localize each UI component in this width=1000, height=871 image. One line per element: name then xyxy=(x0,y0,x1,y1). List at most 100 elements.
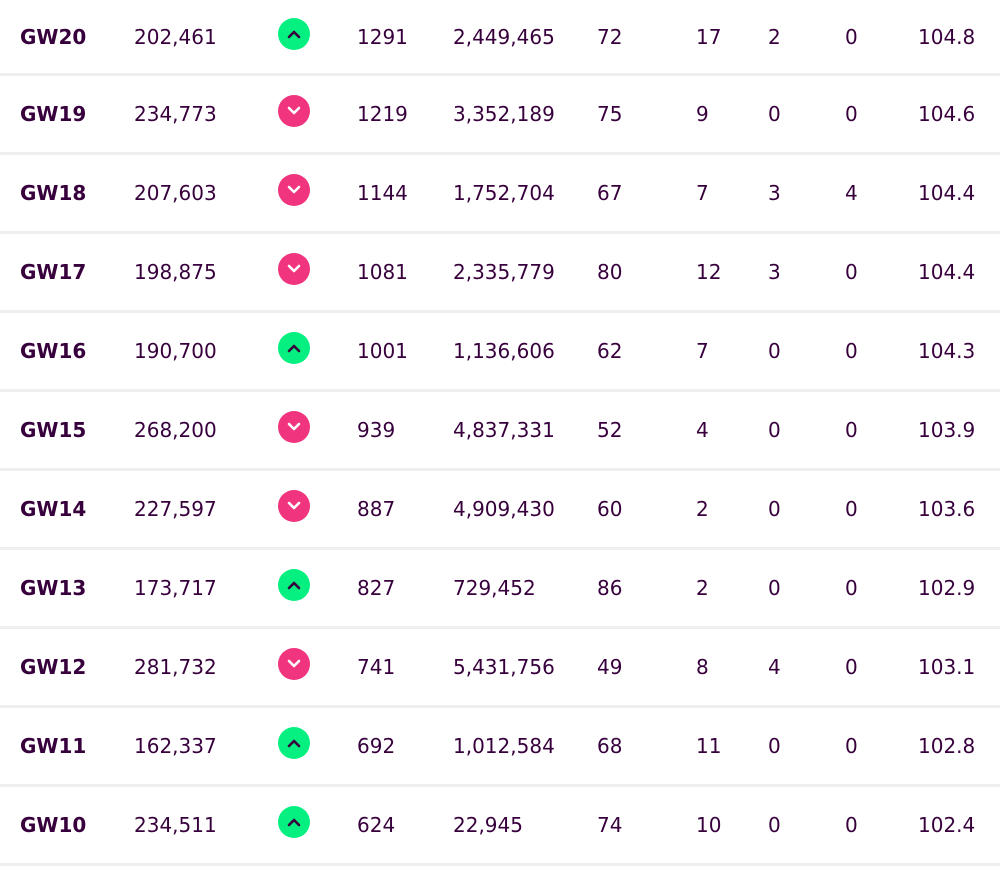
points-cell: 207,603 xyxy=(134,181,217,205)
transfer-cost-cell: 0 xyxy=(768,734,781,758)
rank-cell: 1,136,606 xyxy=(453,339,555,363)
gameweek-cell[interactable]: GW13 xyxy=(20,576,87,600)
rank-cell: 2,335,779 xyxy=(453,260,555,284)
transfers-cell: 4 xyxy=(696,418,709,442)
hits-cell: 0 xyxy=(845,497,858,521)
rank-cell: 3,352,189 xyxy=(453,102,555,126)
gameweek-cell[interactable]: GW19 xyxy=(20,102,87,126)
table-row: GW15 268,200 939 4,837,331 52 4 0 0 103.… xyxy=(0,392,1000,471)
chevron-down-icon xyxy=(278,253,310,285)
total-points-cell: 1081 xyxy=(357,260,408,284)
movement-cell xyxy=(278,76,310,152)
chevron-up-icon xyxy=(278,727,310,759)
points-cell: 281,732 xyxy=(134,655,217,679)
bench-points-cell: 74 xyxy=(597,813,623,837)
movement-cell xyxy=(278,234,310,310)
gameweek-cell[interactable]: GW18 xyxy=(20,181,87,205)
transfer-cost-cell: 0 xyxy=(768,576,781,600)
bench-points-cell: 80 xyxy=(597,260,623,284)
gameweek-cell[interactable]: GW17 xyxy=(20,260,87,284)
table-row: GW14 227,597 887 4,909,430 60 2 0 0 103.… xyxy=(0,471,1000,550)
team-value-cell: 103.9 xyxy=(918,418,976,442)
points-cell: 162,337 xyxy=(134,734,217,758)
hits-cell: 0 xyxy=(845,734,858,758)
total-points-cell: 887 xyxy=(357,497,396,521)
points-cell: 268,200 xyxy=(134,418,217,442)
total-points-cell: 1219 xyxy=(357,102,408,126)
points-cell: 173,717 xyxy=(134,576,217,600)
chevron-down-icon xyxy=(278,174,310,206)
transfer-cost-cell: 0 xyxy=(768,497,781,521)
bench-points-cell: 52 xyxy=(597,418,623,442)
table-row: GW19 234,773 1219 3,352,189 75 9 0 0 104… xyxy=(0,76,1000,155)
team-value-cell: 104.8 xyxy=(918,24,976,49)
total-points-cell: 624 xyxy=(357,813,396,837)
hits-cell: 0 xyxy=(845,418,858,442)
hits-cell: 0 xyxy=(845,260,858,284)
table-row: GW18 207,603 1144 1,752,704 67 7 3 4 104… xyxy=(0,155,1000,234)
transfer-cost-cell: 2 xyxy=(768,24,781,49)
chevron-up-icon xyxy=(278,806,310,838)
rank-cell: 5,431,756 xyxy=(453,655,555,679)
movement-cell xyxy=(278,550,310,626)
table-row: GW11 162,337 692 1,012,584 68 11 0 0 102… xyxy=(0,708,1000,787)
team-value-cell: 103.1 xyxy=(918,655,976,679)
rank-cell: 4,837,331 xyxy=(453,418,555,442)
gameweek-cell[interactable]: GW11 xyxy=(20,734,87,758)
table-row: GW12 281,732 741 5,431,756 49 8 4 0 103.… xyxy=(0,629,1000,708)
bench-points-cell: 68 xyxy=(597,734,623,758)
team-value-cell: 102.9 xyxy=(918,576,976,600)
movement-cell xyxy=(278,471,310,547)
gameweek-cell[interactable]: GW10 xyxy=(20,813,87,837)
chevron-up-icon xyxy=(278,17,310,50)
team-value-cell: 104.6 xyxy=(918,102,976,126)
total-points-cell: 1144 xyxy=(357,181,408,205)
transfers-cell: 12 xyxy=(696,260,722,284)
total-points-cell: 939 xyxy=(357,418,396,442)
bench-points-cell: 62 xyxy=(597,339,623,363)
bench-points-cell: 67 xyxy=(597,181,623,205)
points-cell: 190,700 xyxy=(134,339,217,363)
gameweek-cell[interactable]: GW16 xyxy=(20,339,87,363)
team-value-cell: 104.3 xyxy=(918,339,976,363)
total-points-cell: 1001 xyxy=(357,339,408,363)
total-points-cell: 827 xyxy=(357,576,396,600)
rank-cell: 2,449,465 xyxy=(453,24,555,49)
transfer-cost-cell: 0 xyxy=(768,102,781,126)
table-row: GW17 198,875 1081 2,335,779 80 12 3 0 10… xyxy=(0,234,1000,313)
team-value-cell: 102.8 xyxy=(918,734,976,758)
transfer-cost-cell: 3 xyxy=(768,260,781,284)
hits-cell: 0 xyxy=(845,102,858,126)
total-points-cell: 692 xyxy=(357,734,396,758)
gameweek-cell[interactable]: GW14 xyxy=(20,497,87,521)
points-cell: 198,875 xyxy=(134,260,217,284)
gameweek-cell[interactable]: GW15 xyxy=(20,418,87,442)
points-cell: 234,773 xyxy=(134,102,217,126)
gameweek-cell[interactable]: GW20 xyxy=(20,24,87,49)
table-row: GW10 234,511 624 22,945 74 10 0 0 102.4 xyxy=(0,787,1000,866)
movement-cell xyxy=(278,708,310,784)
transfers-cell: 17 xyxy=(696,24,722,49)
team-value-cell: 102.4 xyxy=(918,813,976,837)
total-points-cell: 741 xyxy=(357,655,396,679)
team-value-cell: 103.6 xyxy=(918,497,976,521)
transfers-cell: 7 xyxy=(696,181,709,205)
chevron-up-icon xyxy=(278,332,310,364)
chevron-down-icon xyxy=(278,95,310,127)
bench-points-cell: 72 xyxy=(597,24,623,49)
rank-cell: 4,909,430 xyxy=(453,497,555,521)
hits-cell: 0 xyxy=(845,655,858,679)
hits-cell: 0 xyxy=(845,339,858,363)
table-row: GW13 173,717 827 729,452 86 2 0 0 102.9 xyxy=(0,550,1000,629)
movement-cell xyxy=(278,313,310,389)
table-row: GW16 190,700 1001 1,136,606 62 7 0 0 104… xyxy=(0,313,1000,392)
gameweek-cell[interactable]: GW12 xyxy=(20,655,87,679)
transfers-cell: 2 xyxy=(696,497,709,521)
transfer-cost-cell: 3 xyxy=(768,181,781,205)
bench-points-cell: 49 xyxy=(597,655,623,679)
rank-cell: 22,945 xyxy=(453,813,523,837)
transfers-cell: 8 xyxy=(696,655,709,679)
hits-cell: 0 xyxy=(845,576,858,600)
movement-cell xyxy=(278,155,310,231)
